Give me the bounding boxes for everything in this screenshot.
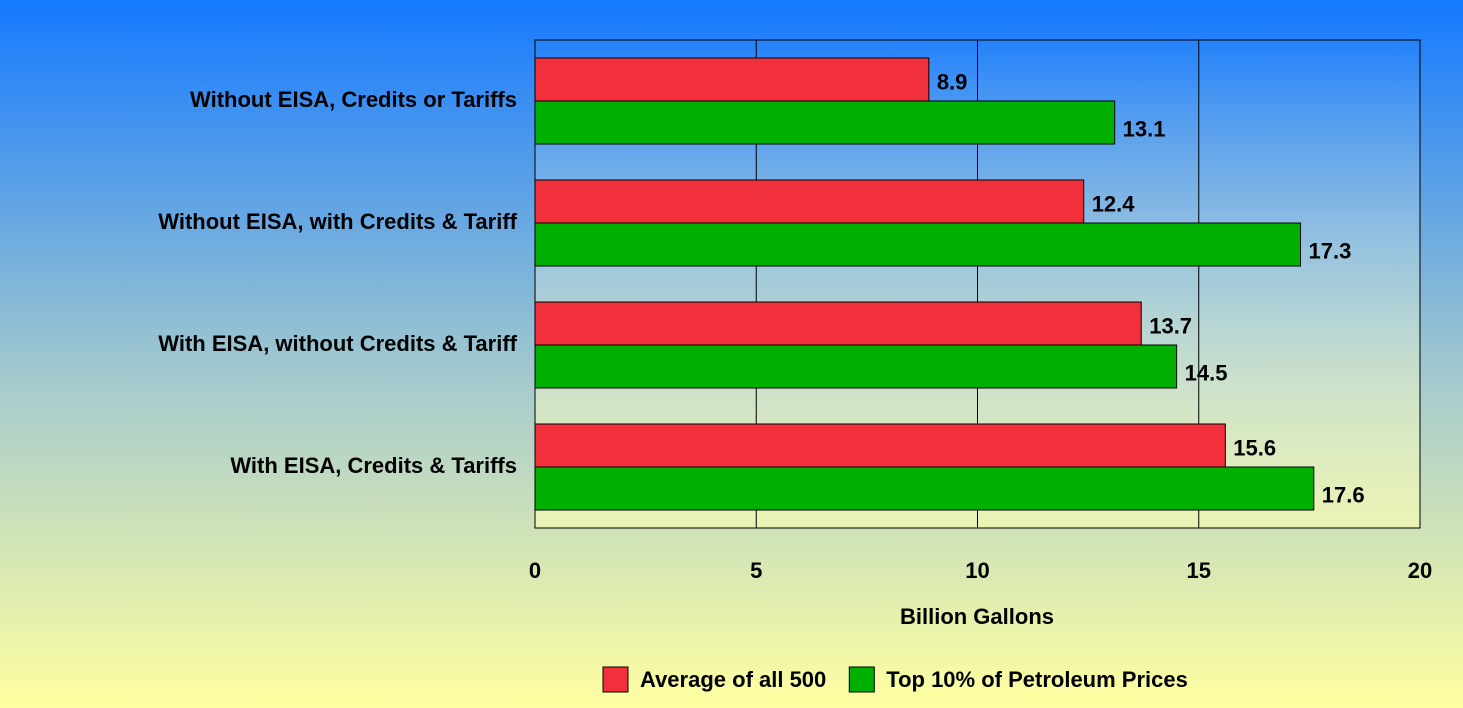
legend-label: Top 10% of Petroleum Prices <box>886 667 1188 692</box>
data-label: 17.3 <box>1309 238 1352 263</box>
data-label: 15.6 <box>1233 435 1276 460</box>
x-tick-label: 0 <box>529 558 541 583</box>
data-label: 17.6 <box>1322 482 1365 507</box>
data-label: 13.1 <box>1123 116 1166 141</box>
data-label: 8.9 <box>937 69 968 94</box>
bar <box>534 466 1315 511</box>
data-label: 14.5 <box>1185 360 1228 385</box>
x-tick-label: 5 <box>750 558 762 583</box>
bar <box>534 301 1142 346</box>
x-tick-label: 20 <box>1408 558 1432 583</box>
legend-swatch <box>602 666 629 693</box>
data-label: 12.4 <box>1092 191 1136 216</box>
x-axis-title: Billion Gallons <box>900 604 1054 629</box>
y-tick-label: Without EISA, Credits or Tariffs <box>190 87 517 112</box>
data-label: 13.7 <box>1149 313 1192 338</box>
bar <box>534 100 1116 145</box>
legend-swatch <box>848 666 875 693</box>
legend-label: Average of all 500 <box>640 667 826 692</box>
x-tick-label: 10 <box>965 558 989 583</box>
x-tick-label: 15 <box>1187 558 1211 583</box>
y-tick-label: With EISA, Credits & Tariffs <box>230 453 517 478</box>
y-tick-label: Without EISA, with Credits & Tariff <box>158 209 517 234</box>
bar <box>534 423 1226 468</box>
y-tick-label: With EISA, without Credits & Tariff <box>158 331 517 356</box>
bar <box>534 222 1302 267</box>
bar <box>534 57 930 102</box>
bar <box>534 179 1085 224</box>
bar <box>534 344 1178 389</box>
